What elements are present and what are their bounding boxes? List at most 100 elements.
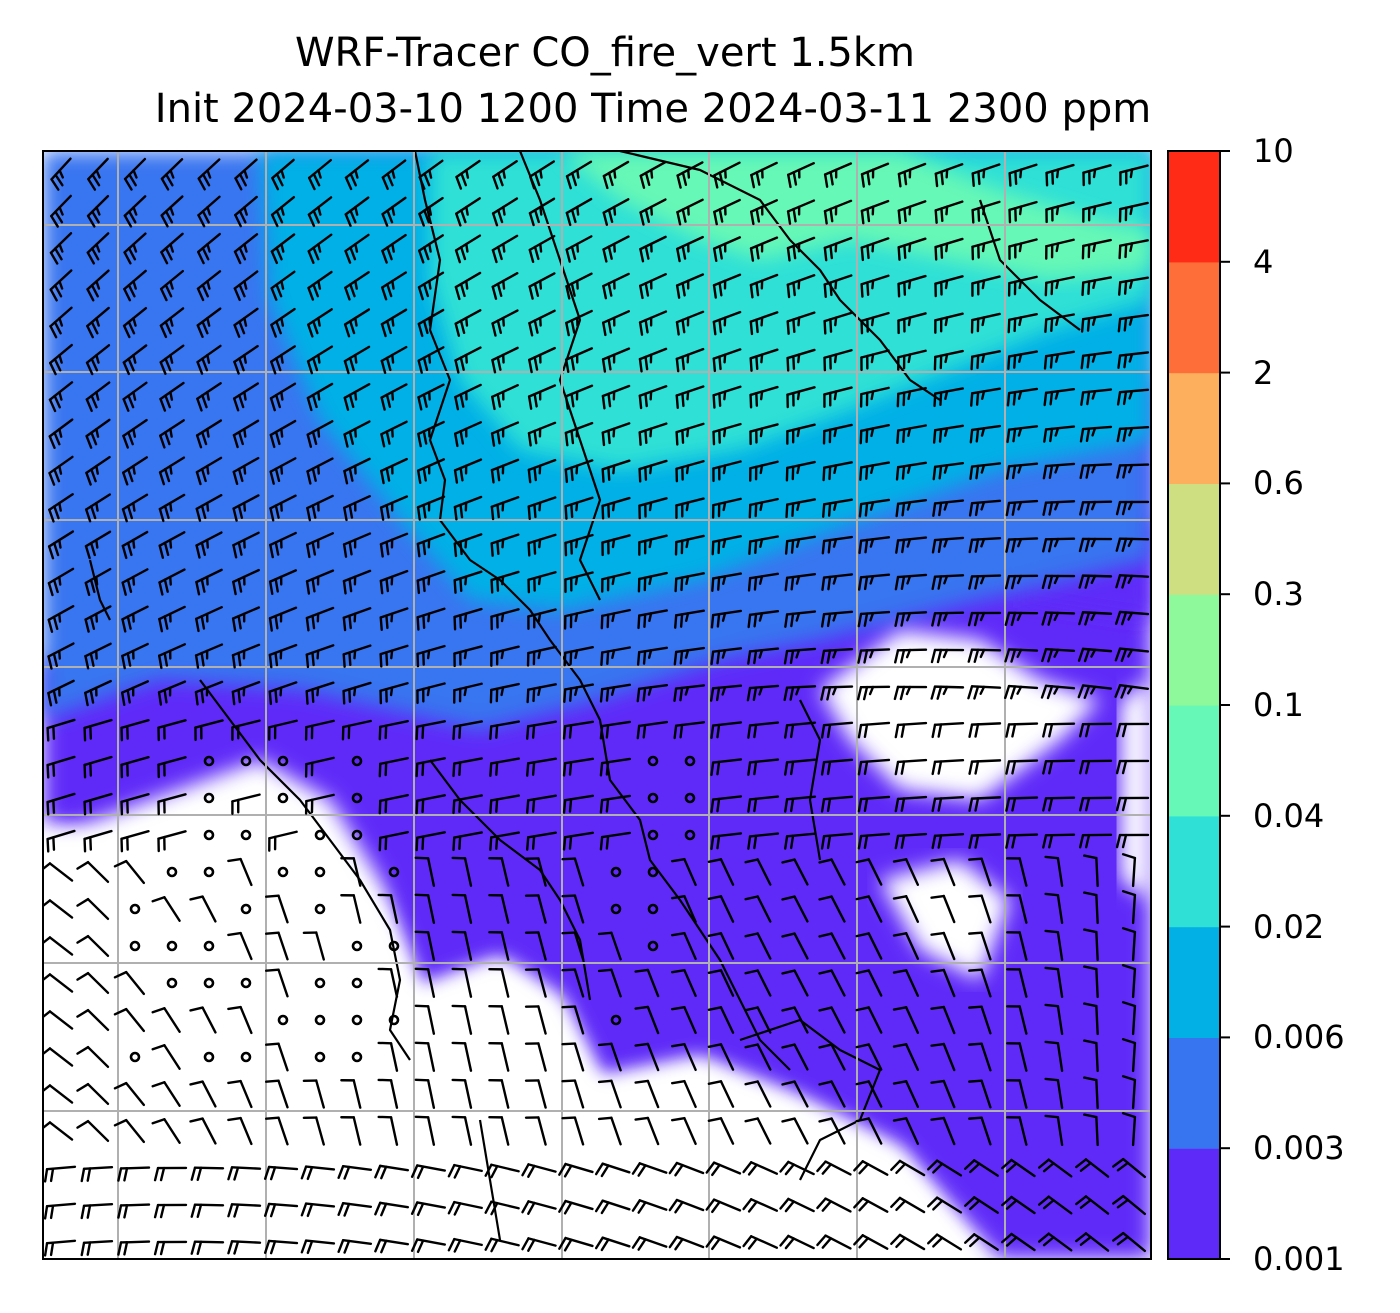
wind-barb — [602, 310, 630, 337]
wind-barb — [120, 755, 150, 779]
wind-barb — [894, 648, 928, 664]
wind-barb — [43, 1047, 74, 1067]
wind-barb — [931, 574, 965, 591]
wind-barb — [896, 386, 927, 408]
wind-barb — [490, 608, 520, 631]
wind-barb — [1007, 313, 1038, 334]
wind-barb — [159, 419, 185, 449]
wind-barb — [673, 646, 706, 666]
wind-barb — [636, 646, 669, 666]
wind-barb — [343, 420, 371, 448]
wind-barb — [76, 1008, 110, 1032]
wind-barb — [489, 682, 520, 704]
wind-barb — [860, 311, 890, 335]
wind-barb — [85, 418, 111, 449]
wind-barb — [821, 535, 854, 555]
wind-barb — [489, 831, 520, 851]
wind-barb — [639, 198, 667, 226]
wind-barb — [491, 309, 519, 337]
wind-barb — [305, 681, 335, 705]
wind-barb — [1008, 238, 1038, 261]
wind-barb — [263, 1165, 299, 1181]
wind-barb — [823, 349, 853, 372]
wind-barb — [528, 309, 556, 337]
wind-barb — [113, 859, 146, 885]
wind-barb — [930, 857, 956, 887]
wind-barb — [562, 794, 595, 814]
wind-barb — [818, 1117, 846, 1145]
wind-barb — [491, 346, 519, 374]
calm-wind-marker — [277, 1014, 289, 1026]
tracer-concentration-field — [43, 151, 1151, 1259]
wind-barb — [818, 1043, 846, 1071]
wind-barb — [76, 897, 110, 921]
wind-barb — [599, 757, 632, 777]
wind-barb — [264, 1116, 289, 1146]
wind-barb — [639, 273, 667, 300]
wind-barb — [300, 1239, 336, 1255]
wind-barb — [377, 1115, 399, 1146]
wind-barb — [121, 493, 149, 523]
wind-barb — [1005, 759, 1039, 775]
wind-barb — [344, 233, 370, 264]
wind-barb — [1118, 276, 1150, 296]
wind-barb — [675, 497, 705, 519]
wind-barb — [894, 573, 928, 591]
colorbar-tick-label: 0.1 — [1253, 686, 1304, 724]
wind-barb — [343, 495, 371, 522]
wind-barb — [344, 196, 370, 227]
wind-barb — [43, 973, 74, 993]
wind-barb — [415, 831, 446, 852]
wind-barb — [158, 605, 186, 633]
wind-barb — [417, 383, 445, 411]
wind-barb — [76, 860, 110, 884]
wind-barb — [1083, 928, 1099, 962]
wind-barb — [712, 348, 742, 373]
wind-barb — [970, 387, 1002, 407]
wind-barb — [749, 423, 779, 446]
wind-barb — [747, 758, 780, 776]
wind-barb — [638, 459, 668, 483]
wind-barb — [1006, 931, 1028, 961]
wind-barb — [380, 345, 408, 375]
wind-barb — [490, 458, 520, 484]
wind-barb — [1042, 537, 1076, 553]
calm-wind-marker — [684, 792, 696, 804]
wind-barb — [747, 610, 780, 629]
wind-barb — [1042, 759, 1076, 775]
wind-barb — [344, 159, 370, 191]
wind-barb — [968, 1005, 992, 1035]
wind-barb — [786, 199, 816, 225]
map-panel[interactable] — [40, 151, 1151, 1259]
wind-barb — [710, 647, 743, 666]
wind-barb — [270, 345, 296, 375]
wind-barb — [749, 273, 779, 299]
wind-barb — [853, 1197, 889, 1213]
wind-barb — [455, 197, 481, 227]
wind-barb — [968, 857, 992, 887]
wind-barb — [50, 157, 72, 191]
wind-barb — [931, 536, 965, 554]
colorbar-segment — [1168, 151, 1220, 263]
map-frame — [42, 150, 1152, 1260]
wind-barb — [816, 1160, 852, 1176]
wind-barb — [418, 159, 444, 190]
wind-barb — [857, 721, 891, 739]
wind-barb — [786, 423, 816, 445]
wind-barb — [117, 1203, 151, 1219]
wind-barb — [123, 157, 147, 191]
wind-barb — [527, 571, 557, 594]
wind-barb — [337, 1239, 373, 1254]
wind-barb — [232, 419, 260, 449]
wind-barb — [933, 387, 964, 408]
wind-barb — [189, 895, 217, 923]
calm-wind-marker — [203, 866, 215, 878]
wind-barb — [823, 311, 853, 335]
wind-barb — [343, 345, 371, 375]
wind-barb — [857, 758, 891, 776]
wind-barb — [1043, 425, 1076, 443]
wind-barb — [784, 535, 817, 555]
wind-barb — [190, 1166, 225, 1181]
wind-barb — [931, 796, 965, 813]
wind-barb — [342, 532, 372, 558]
